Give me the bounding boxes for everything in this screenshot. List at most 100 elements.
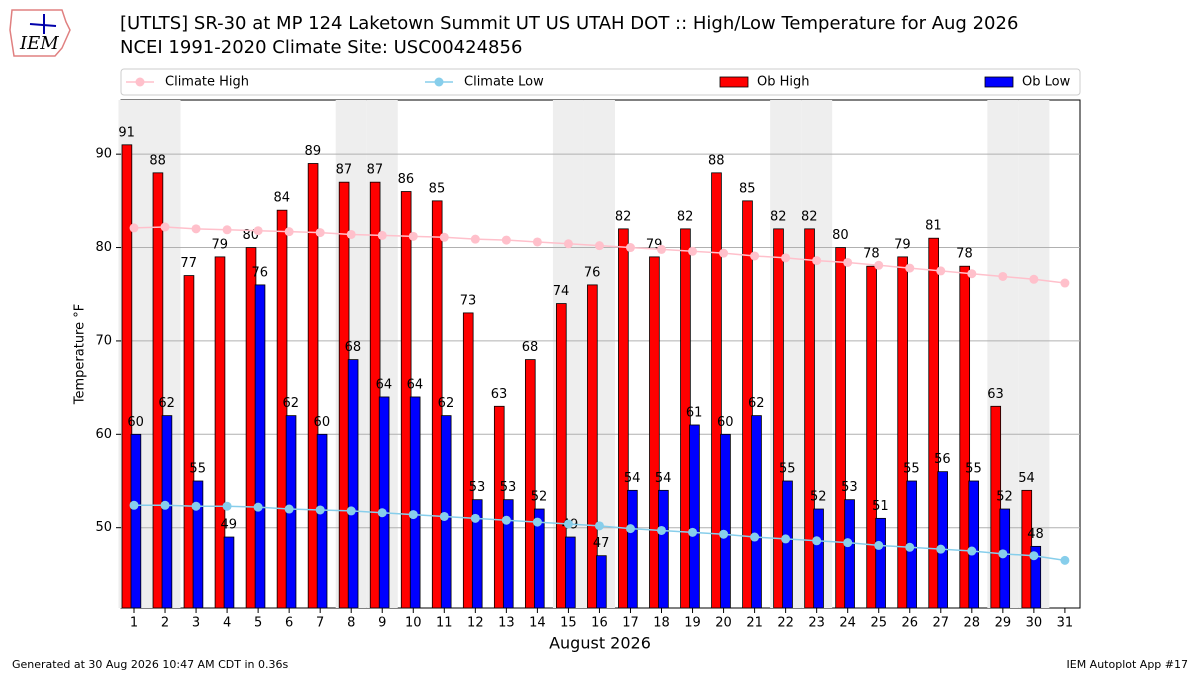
bar bbox=[152, 172, 164, 609]
bar-value-label: 64 bbox=[407, 377, 424, 392]
x-tick-label: 30 bbox=[1026, 616, 1043, 631]
line-marker bbox=[284, 227, 294, 237]
line-marker bbox=[688, 246, 698, 256]
bar-value-label: 62 bbox=[283, 396, 300, 411]
x-tick-label: 13 bbox=[498, 616, 515, 631]
line-marker bbox=[160, 500, 170, 510]
line-marker bbox=[315, 505, 325, 515]
line-marker bbox=[377, 508, 387, 518]
bar-value-label: 48 bbox=[1027, 527, 1044, 542]
bar-value-label: 89 bbox=[305, 144, 322, 159]
bar-value-label: 87 bbox=[367, 163, 384, 178]
bar-value-label: 63 bbox=[987, 387, 1004, 402]
line-marker bbox=[191, 224, 201, 234]
legend-label: Climate Low bbox=[464, 75, 544, 90]
bar-value-label: 82 bbox=[801, 209, 818, 224]
bar-value-label: 56 bbox=[934, 452, 951, 467]
bar bbox=[565, 536, 576, 609]
x-tick-label: 3 bbox=[192, 616, 200, 631]
bar bbox=[742, 200, 753, 609]
line-marker bbox=[222, 225, 232, 235]
x-tick-label: 21 bbox=[746, 616, 763, 631]
bar bbox=[658, 489, 669, 609]
bar bbox=[680, 228, 691, 609]
bar-value-label: 82 bbox=[615, 209, 632, 224]
line-marker bbox=[843, 257, 853, 267]
x-tick-label: 18 bbox=[653, 616, 670, 631]
line-marker bbox=[688, 527, 698, 537]
bar bbox=[316, 433, 328, 609]
line-marker bbox=[657, 525, 667, 535]
line-marker bbox=[594, 241, 604, 251]
x-axis-label: August 2026 bbox=[549, 634, 651, 653]
line-marker bbox=[470, 234, 480, 244]
x-tick-label: 10 bbox=[405, 616, 422, 631]
legend-label: Ob High bbox=[757, 75, 810, 90]
bar bbox=[556, 303, 567, 609]
chart-title: [UTLTS] SR-30 at MP 124 Laketown Summit … bbox=[120, 13, 1018, 34]
bar-value-label: 54 bbox=[655, 471, 672, 486]
bar-value-label: 55 bbox=[189, 462, 206, 477]
line-marker bbox=[905, 542, 915, 552]
bar-value-label: 55 bbox=[965, 462, 982, 477]
bar bbox=[369, 181, 381, 609]
line-marker bbox=[1060, 555, 1070, 565]
chart-subtitle: NCEI 1991-2020 Climate Site: USC00424856 bbox=[120, 37, 522, 58]
bar-value-label: 60 bbox=[314, 415, 331, 430]
bar-value-label: 87 bbox=[336, 163, 353, 178]
bar bbox=[440, 415, 452, 609]
bar bbox=[813, 508, 824, 609]
bar bbox=[773, 228, 784, 609]
line-marker bbox=[998, 271, 1008, 281]
line-marker bbox=[315, 228, 325, 238]
x-tick-label: 2 bbox=[161, 616, 169, 631]
line-marker bbox=[501, 235, 511, 245]
bar bbox=[804, 228, 815, 609]
y-tick-label: 80 bbox=[95, 240, 112, 255]
bar bbox=[844, 499, 855, 609]
x-tick-label: 15 bbox=[560, 616, 577, 631]
line-marker bbox=[750, 251, 760, 261]
bar bbox=[782, 480, 793, 609]
line-marker bbox=[781, 253, 791, 263]
bar-value-label: 55 bbox=[903, 462, 920, 477]
x-tick-label: 17 bbox=[622, 616, 639, 631]
bar-value-label: 85 bbox=[739, 181, 756, 196]
line-marker bbox=[222, 501, 232, 511]
line-marker bbox=[532, 237, 542, 247]
line-marker bbox=[874, 260, 884, 270]
bar-value-label: 82 bbox=[677, 209, 694, 224]
x-tick-label: 12 bbox=[467, 616, 484, 631]
bar-value-label: 52 bbox=[996, 490, 1013, 505]
bar bbox=[959, 265, 971, 609]
footer-right: IEM Autoplot App #17 bbox=[1067, 658, 1189, 671]
x-tick-label: 1 bbox=[130, 616, 138, 631]
bar bbox=[409, 396, 421, 609]
line-marker bbox=[439, 232, 449, 242]
line-marker bbox=[284, 504, 294, 514]
legend-label: Climate High bbox=[165, 75, 249, 90]
line-marker bbox=[905, 263, 915, 273]
bar bbox=[1030, 545, 1042, 609]
bar-value-label: 74 bbox=[553, 284, 570, 299]
line-marker bbox=[1029, 274, 1039, 284]
bar-value-label: 85 bbox=[429, 181, 446, 196]
bar-value-label: 49 bbox=[220, 518, 237, 533]
bar bbox=[596, 555, 607, 609]
bar bbox=[214, 256, 226, 609]
legend-label: Ob Low bbox=[1022, 75, 1071, 90]
x-tick-label: 31 bbox=[1057, 616, 1074, 631]
x-tick-label: 20 bbox=[715, 616, 732, 631]
line-marker bbox=[470, 513, 480, 523]
bar bbox=[999, 508, 1011, 609]
bar bbox=[928, 237, 939, 609]
bar-value-label: 68 bbox=[345, 340, 362, 355]
bar-value-label: 82 bbox=[770, 209, 787, 224]
line-marker bbox=[160, 222, 170, 232]
line-marker bbox=[191, 501, 201, 511]
bar-value-label: 53 bbox=[469, 480, 486, 495]
bar bbox=[431, 200, 443, 609]
bar-value-label: 60 bbox=[717, 415, 734, 430]
bar bbox=[462, 312, 474, 609]
bar-value-label: 73 bbox=[460, 293, 477, 308]
